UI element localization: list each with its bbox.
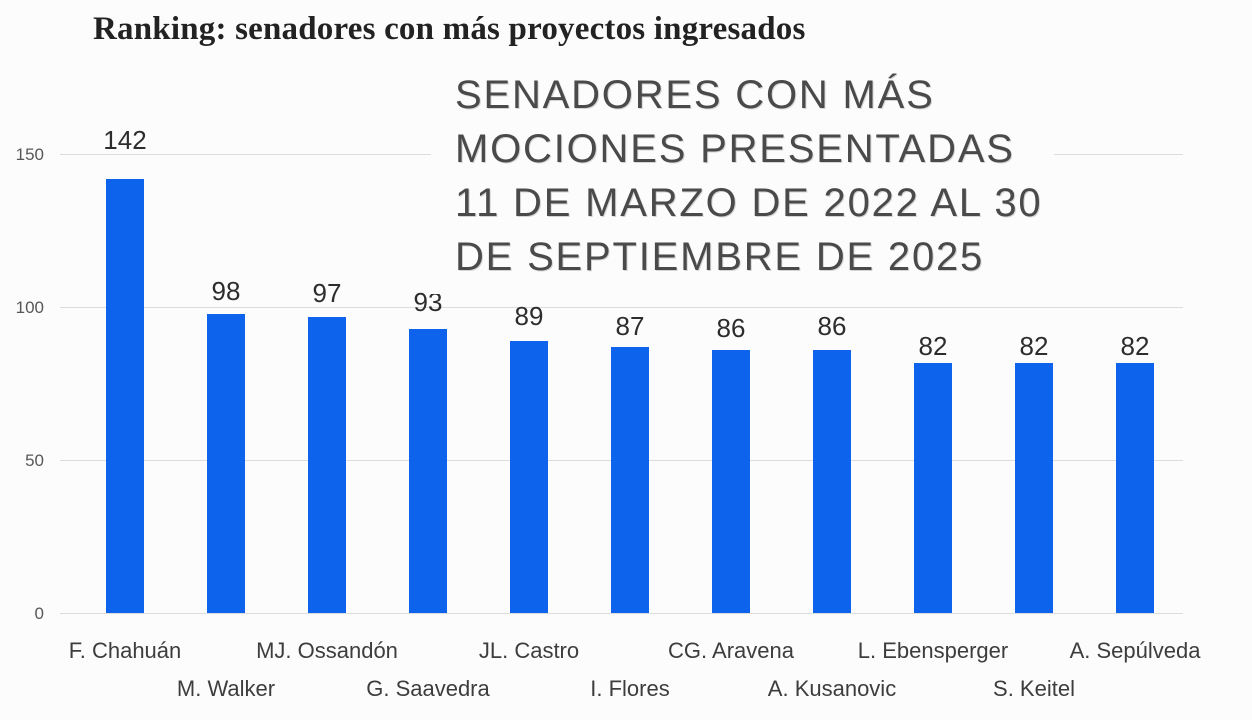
bar-MJ. Ossandón: [308, 316, 346, 614]
overlay-title-line-4: DE SEPTIEMBRE DE 2025: [455, 235, 985, 279]
x-tick-label: CG. Aravena: [668, 638, 794, 663]
y-tick-label: 100: [15, 297, 44, 317]
bar-value-label: 142: [103, 124, 147, 155]
x-tick-label: S. Keitel: [993, 676, 1075, 701]
bar-value-label: 82: [1019, 330, 1049, 361]
bar-M. Walker: [207, 313, 245, 614]
chart-overlay-title: SENADORES CON MÁS MOCIONES PRESENTADAS 1…: [431, 58, 1055, 294]
bar-L. Ebensperger: [914, 362, 952, 614]
bar-value-label: 89: [514, 301, 544, 332]
overlay-title-line-1: SENADORES CON MÁS: [455, 73, 935, 117]
x-tick-label: A. Kusanovic: [767, 676, 897, 701]
bar-value-label: 86: [716, 313, 746, 344]
page-title: Ranking: senadores con más proyectos ing…: [93, 11, 806, 47]
x-tick-label: L. Ebensperger: [857, 638, 1009, 663]
gridline-100: [60, 307, 1183, 308]
x-tick-label: JL. Castro: [478, 638, 580, 663]
bar-G. Saavedra: [409, 328, 447, 614]
bar-A. Kusanovic: [813, 350, 851, 614]
bar-value-label: 87: [615, 311, 645, 342]
gridline-0: [60, 613, 1183, 614]
x-tick-label: G. Saavedra: [366, 676, 490, 701]
bar-A. Sepúlveda: [1116, 362, 1154, 614]
bar-value-label: 98: [211, 275, 241, 306]
bar-CG. Aravena: [712, 350, 750, 614]
bar-value-label: 82: [918, 330, 948, 361]
bar-S. Keitel: [1015, 362, 1053, 614]
x-tick-label: I. Flores: [590, 676, 670, 701]
x-tick-label: M. Walker: [176, 676, 276, 701]
bar-I. Flores: [611, 347, 649, 614]
bar-JL. Castro: [510, 341, 548, 614]
bar-value-label: 86: [817, 311, 847, 342]
y-tick-label: 0: [34, 603, 44, 623]
overlay-title-line-2: MOCIONES PRESENTADAS: [455, 127, 1015, 171]
y-tick-label: 50: [25, 450, 44, 470]
overlay-title-line-3: 11 DE MARZO DE 2022 AL 30: [455, 181, 1043, 225]
bar-F. Chahuán: [106, 178, 144, 614]
bar-value-label: 97: [312, 277, 342, 308]
y-tick-label: 150: [15, 144, 44, 164]
bar-value-label: 82: [1120, 330, 1150, 361]
x-tick-label: MJ. Ossandón: [256, 638, 398, 663]
x-tick-label: F. Chahuán: [68, 638, 182, 663]
x-tick-label: A. Sepúlveda: [1069, 638, 1201, 663]
